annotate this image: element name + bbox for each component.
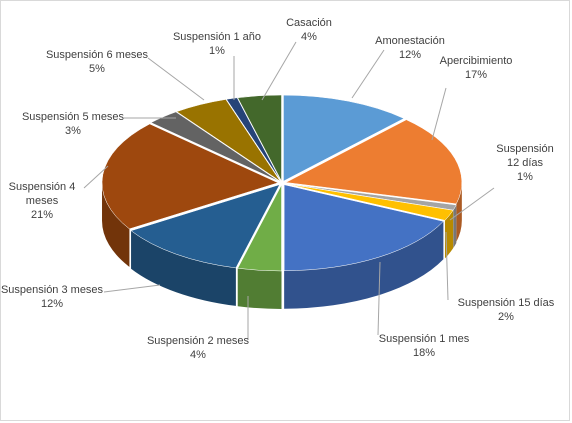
slice-name-7: Suspensión 4 <box>9 181 76 193</box>
slice-name-6: Suspensión 3 meses <box>1 284 104 296</box>
pie-slice-0 <box>283 94 405 182</box>
leader-line-9 <box>147 57 205 101</box>
pie-slice-9 <box>176 99 281 182</box>
pie-slice-11 <box>237 94 282 182</box>
pie-sides <box>102 182 462 309</box>
slice-name-10: Suspensión 1 año <box>173 31 261 43</box>
data-label-0: Amonestación 12% <box>375 35 445 61</box>
data-label-6: Suspensión 3 meses 12% <box>1 284 104 310</box>
slice-value-5: 4% <box>190 349 206 361</box>
pie-slice-4 <box>283 184 444 271</box>
data-labels: Amonestación 12% Apercibimiento 17% Suspensi… <box>1 17 555 361</box>
slice-name-8: Suspensión 5 meses <box>22 111 125 123</box>
pie-side-7 <box>102 182 130 267</box>
pie-side-1 <box>456 182 462 242</box>
pie-slice-5 <box>237 184 282 272</box>
pie-side-6 <box>131 230 236 306</box>
slice-value-6: 12% <box>41 298 63 310</box>
data-label-8: Suspensión 5 meses 3% <box>22 111 125 137</box>
leader-line-0 <box>351 49 385 99</box>
leader-line-6 <box>103 284 161 293</box>
slice-value-11: 4% <box>301 31 317 43</box>
slice-name-11: Casación <box>286 17 332 29</box>
pie-side-5 <box>237 268 282 309</box>
slice-name-2: Suspensión <box>496 143 554 155</box>
slice-value-7: 21% <box>31 209 53 221</box>
pie-side-2 <box>453 204 457 249</box>
slice-name-0: Amonestación <box>375 35 445 47</box>
slice-value-8: 3% <box>65 125 81 137</box>
data-label-1: Apercibimiento 17% <box>440 55 513 81</box>
slice-name-5: Suspensión 2 meses <box>147 335 250 347</box>
leader-line-11 <box>261 41 297 101</box>
data-label-9: Suspensión 6 meses 5% <box>46 49 149 75</box>
pie-slice-6 <box>130 184 281 269</box>
data-label-11: Casación 4% <box>286 17 332 43</box>
pie-slice-10 <box>226 97 282 182</box>
pie-tops <box>101 94 463 272</box>
slice-value-4: 18% <box>413 347 435 359</box>
slice-value-0: 12% <box>399 49 421 61</box>
data-label-5: Suspensión 2 meses 4% <box>147 335 250 361</box>
slice-name-3: Suspensión 15 días <box>458 297 555 309</box>
slice-value-2: 1% <box>517 171 533 183</box>
data-label-3: Suspensión 15 días 2% <box>458 297 555 323</box>
data-label-2: Suspensión 12 días 1% <box>496 143 554 183</box>
slice-name-9: Suspensión 6 meses <box>46 49 149 61</box>
pie-slice-7 <box>101 123 279 230</box>
leader-line-7 <box>83 165 109 189</box>
data-label-4: Suspensión 1 mes 18% <box>379 333 470 359</box>
slice-value-10: 1% <box>209 45 225 57</box>
data-label-10: Suspensión 1 año 1% <box>173 31 261 57</box>
leader-line-1 <box>431 87 447 141</box>
slice-name-1: Apercibimiento <box>440 55 513 67</box>
leader-line-4 <box>377 261 381 336</box>
slice-value-3: 2% <box>498 311 514 323</box>
slice-value-9: 5% <box>89 63 105 75</box>
pie-slice-3 <box>285 183 454 221</box>
data-label-7: Suspensión 4 meses 21% <box>9 181 76 221</box>
leader-line-3 <box>445 231 449 301</box>
pie-slice-1 <box>285 119 463 205</box>
pie-side-3 <box>444 210 454 259</box>
leader-line-2 <box>449 187 495 221</box>
slice-name-cont-2: 12 días <box>507 157 544 169</box>
slice-name-4: Suspensión 1 mes <box>379 333 470 345</box>
pie-slice-8 <box>150 111 280 182</box>
pie-side-4 <box>284 221 444 309</box>
slice-value-1: 17% <box>465 69 487 81</box>
slice-name-cont-7: meses <box>26 195 59 207</box>
